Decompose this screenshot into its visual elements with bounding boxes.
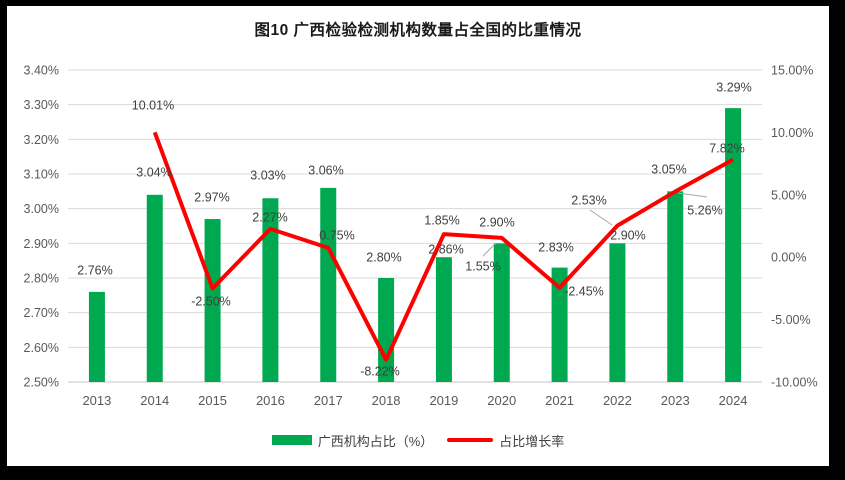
bar-2021 [551, 267, 568, 382]
line-data-label: 10.01% [132, 99, 174, 113]
line-data-label: 0.75% [319, 229, 354, 243]
bar-2016 [262, 198, 279, 382]
bar-2020 [493, 243, 510, 382]
line-data-label: 1.85% [424, 214, 459, 228]
x-axis-label: 2019 [429, 393, 458, 408]
bar-series-swatch-icon [271, 435, 312, 445]
bar-2023 [667, 191, 684, 382]
label-leader-line [589, 209, 613, 226]
bar-data-label: 2.97% [194, 191, 229, 205]
right-axis-tick: 0.00% [771, 251, 806, 265]
x-axis-label: 2016 [256, 393, 285, 408]
left-axis-tick: 3.00% [24, 202, 59, 216]
bar-data-label: 2.83% [538, 241, 573, 255]
bar-2014 [146, 194, 163, 382]
line-data-label: -2.50% [191, 295, 231, 309]
bar-data-label: 3.03% [250, 169, 285, 183]
left-axis-tick: 2.70% [24, 306, 59, 320]
label-leader-line [482, 242, 497, 257]
line-data-label: 5.26% [687, 204, 722, 218]
growth-rate-line [152, 131, 735, 362]
legend-label-bar-series: 广西机构占比（%） [317, 433, 434, 449]
line-series-swatch-icon [447, 438, 494, 442]
line-data-label: 2.53% [571, 194, 606, 208]
bar-2019 [435, 257, 452, 382]
left-axis-tick: 2.90% [24, 237, 59, 251]
left-axis-tick: 2.60% [24, 341, 59, 355]
bar-2013 [88, 291, 105, 382]
x-axis-label: 2024 [719, 393, 748, 408]
x-axis-label: 2022 [603, 393, 632, 408]
x-axis-label: 2020 [487, 393, 516, 408]
right-axis-tick: 10.00% [771, 126, 813, 140]
chart-frame: 图10 广西检验检测机构数量占全国的比重情况 3.40% 3.30% 3.20% 3.… [7, 6, 829, 466]
bar-data-label: 2.86% [428, 243, 463, 257]
left-axis-tick: 3.30% [24, 98, 59, 112]
line-data-label: -8.22% [360, 365, 400, 379]
left-axis-tick: 2.50% [24, 376, 59, 390]
left-axis-tick: 3.20% [24, 133, 59, 147]
bar-data-label: 2.76% [77, 264, 112, 278]
chart-title: 图10 广西检验检测机构数量占全国的比重情况 [254, 22, 582, 39]
bar-2017 [320, 187, 337, 382]
bar-2024 [725, 108, 742, 382]
left-axis-tick: 2.80% [24, 272, 59, 286]
bar-data-label: 2.90% [610, 229, 645, 243]
x-axis-label: 2023 [661, 393, 690, 408]
line-data-label: -2.45% [564, 285, 604, 299]
bar-data-label: 3.29% [716, 81, 751, 95]
left-axis-tick: 3.10% [24, 168, 59, 182]
x-axis-label: 2018 [372, 393, 401, 408]
line-data-label: 1.55% [465, 260, 500, 274]
bar-data-label: 3.04% [136, 166, 171, 180]
x-axis-label: 2015 [198, 393, 227, 408]
bar-data-label: 2.80% [366, 251, 401, 265]
x-axis-label: 2017 [314, 393, 343, 408]
label-leader-line [677, 192, 708, 198]
chart-canvas: 3.40% 3.30% 3.20% 3.10% 3.00% 2.90% 2.80% 2.70%… [24, 64, 818, 409]
bar-2022 [609, 243, 626, 382]
bar-data-label: 3.05% [651, 163, 686, 177]
line-data-label: 2.27% [252, 211, 287, 225]
line-data-label: 7.82% [709, 142, 744, 156]
right-axis-tick: -10.00% [771, 376, 818, 390]
legend-item-line-series[interactable]: 占比增长率 [447, 431, 564, 450]
right-axis-tick: 5.00% [771, 188, 806, 202]
right-axis-tick: -5.00% [771, 313, 811, 327]
bar-2015 [204, 219, 221, 382]
x-axis-label: 2021 [545, 393, 574, 408]
x-axis-label: 2013 [82, 393, 111, 408]
bar-data-label: 2.90% [479, 216, 514, 230]
left-axis-tick: 3.40% [24, 64, 59, 78]
bar-data-label: 3.06% [308, 164, 343, 178]
x-axis-label: 2014 [140, 393, 169, 408]
legend-item-bar-series[interactable]: 广西机构占比（%） [271, 431, 434, 450]
right-axis-tick: 15.00% [771, 64, 813, 78]
legend-label-line-series: 占比增长率 [499, 433, 565, 449]
chart-legend: 广西机构占比（%） 占比增长率 [7, 430, 829, 450]
